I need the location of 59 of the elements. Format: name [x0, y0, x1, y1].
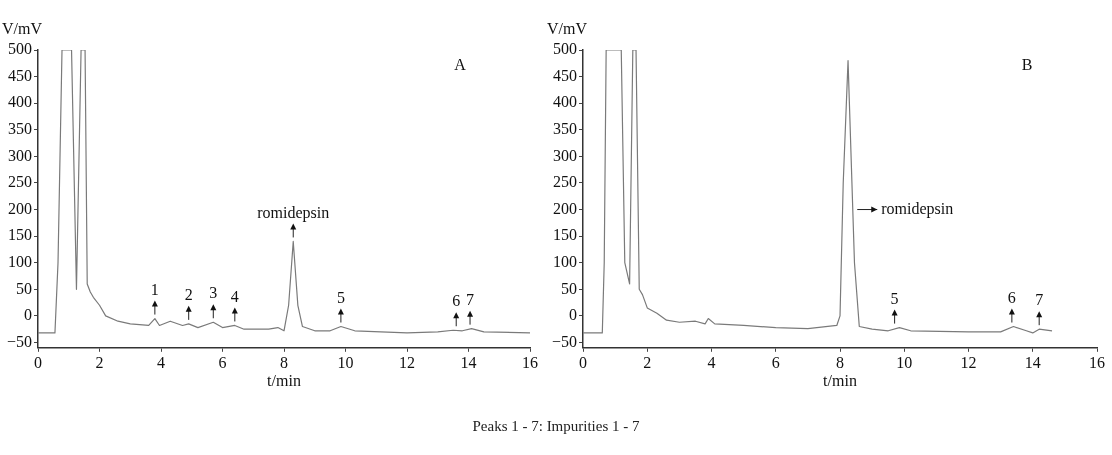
- annotation: A: [454, 56, 467, 74]
- y-tick-label: 150: [8, 226, 33, 244]
- y-axis-title: V/mV: [547, 20, 588, 38]
- y-tick-label: 300: [553, 146, 578, 164]
- x-tick-label: 2: [643, 353, 652, 371]
- x-axis-title: t/min: [823, 372, 857, 389]
- y-tick-label: 400: [8, 93, 33, 111]
- y-tick-label: 500: [553, 40, 578, 58]
- y-tick-label: 50: [561, 279, 578, 297]
- y-tick-label: −50: [551, 332, 578, 350]
- annotation: 5: [336, 288, 345, 306]
- annotation: 5: [890, 289, 899, 307]
- y-tick-label: 200: [553, 199, 578, 217]
- y-tick-label: 350: [8, 119, 33, 137]
- annotation: 7: [1035, 291, 1044, 309]
- y-tick-label: 100: [553, 252, 578, 270]
- y-tick-label: 450: [553, 66, 578, 84]
- annotation: romidepsin: [881, 199, 954, 218]
- x-tick-label: 4: [707, 353, 716, 371]
- x-tick-label: 4: [157, 353, 166, 371]
- y-axis-title: V/mV: [2, 20, 43, 38]
- x-tick-label: 10: [896, 353, 913, 371]
- x-tick-label: 10: [337, 353, 354, 371]
- y-tick-label: 0: [24, 306, 33, 324]
- annotation: 1: [150, 280, 159, 298]
- annotation: 6: [1007, 288, 1016, 306]
- y-tick-label: 50: [16, 279, 33, 297]
- annotation: 4: [230, 287, 239, 305]
- x-tick-label: 8: [836, 353, 845, 371]
- x-tick-label: 2: [95, 353, 104, 371]
- x-tick-label: 16: [1089, 353, 1105, 371]
- annotation: 3: [209, 284, 218, 302]
- annotation: B: [1021, 56, 1033, 74]
- y-tick-label: 300: [8, 146, 33, 164]
- y-tick-label: 400: [553, 93, 578, 111]
- y-tick-label: 450: [8, 66, 33, 84]
- x-tick-label: 14: [1024, 353, 1041, 371]
- text: Peaks 1 - 7: Impurities 1 - 7: [471, 418, 641, 435]
- annotation: 6: [452, 292, 461, 310]
- y-tick-label: 150: [553, 226, 578, 244]
- annotation: 2: [184, 286, 193, 304]
- annotation: romidepsin: [257, 203, 330, 222]
- y-tick-label: 0: [569, 306, 578, 324]
- x-tick-label: 6: [218, 353, 227, 371]
- y-tick-label: 500: [8, 40, 33, 58]
- x-tick-label: 12: [399, 353, 416, 371]
- y-tick-label: −50: [6, 332, 33, 350]
- annotation: 7: [466, 290, 475, 308]
- y-tick-label: 250: [8, 173, 33, 191]
- x-axis-title: t/min: [267, 372, 301, 389]
- x-tick-label: 14: [460, 353, 477, 371]
- y-tick-label: 350: [553, 119, 578, 137]
- x-tick-label: 16: [522, 353, 538, 371]
- x-tick-label: 12: [960, 353, 977, 371]
- y-tick-label: 100: [8, 252, 33, 270]
- y-tick-label: 200: [8, 199, 33, 217]
- x-tick-label: 8: [280, 353, 289, 371]
- x-tick-label: 6: [771, 353, 780, 371]
- y-tick-label: 250: [553, 173, 578, 191]
